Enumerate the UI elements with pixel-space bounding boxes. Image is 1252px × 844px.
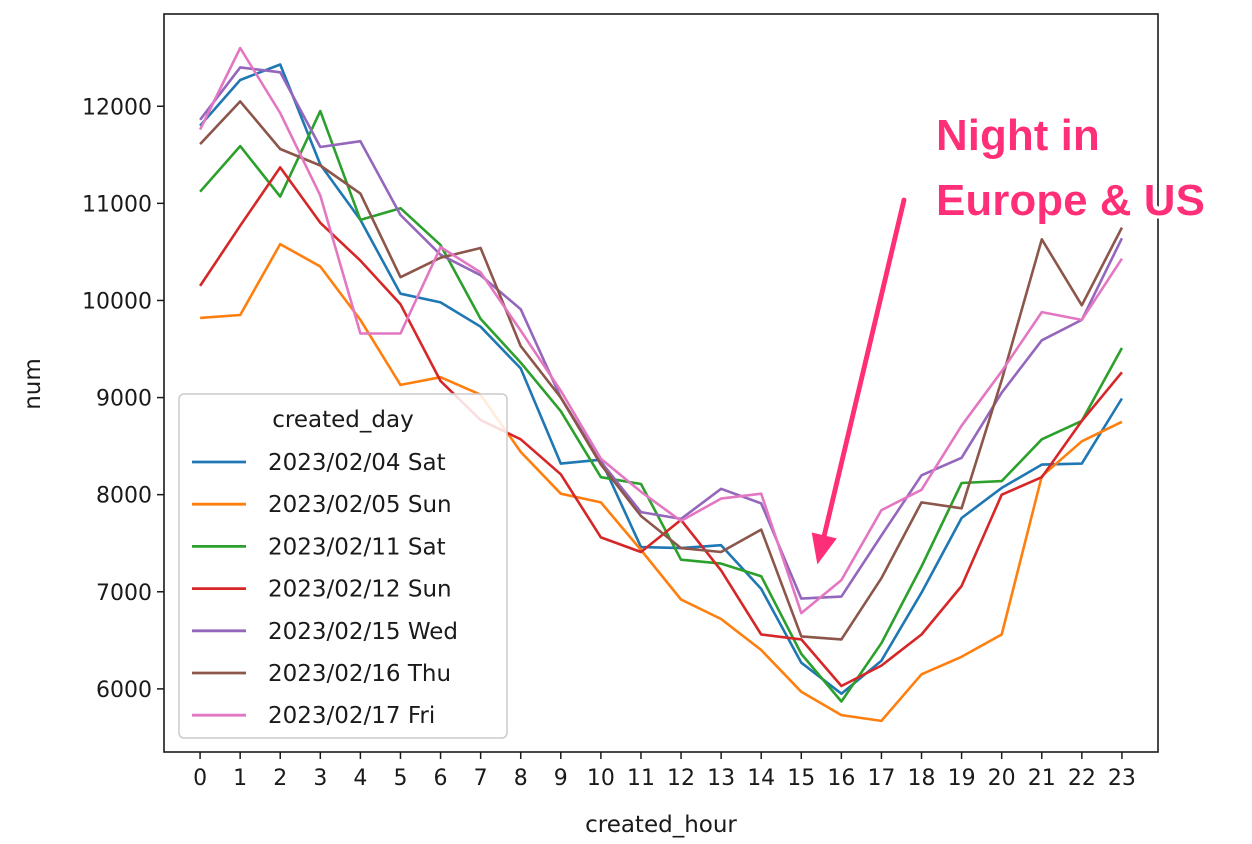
legend-entry-label: 2023/02/17 Fri (268, 703, 435, 729)
legend-entry-label: 2023/02/11 Sat (268, 534, 446, 560)
x-tick-label: 16 (827, 766, 855, 791)
annotation: Night in Europe & US (811, 111, 1205, 565)
legend-box (178, 393, 508, 739)
series-lines (198, 46, 1124, 723)
x-tick-label: 12 (667, 766, 695, 791)
annotation-arrow-head (811, 532, 837, 565)
series-line-5 (199, 100, 1124, 641)
x-tick-label: 2 (273, 766, 287, 791)
annotation-line-1: Night in (936, 111, 1100, 160)
x-tick-label: 4 (353, 766, 367, 791)
x-tick-label: 5 (393, 766, 407, 791)
y-tick-label: 8000 (96, 484, 152, 509)
legend-entry-label: 2023/02/12 Sun (268, 577, 452, 603)
y-tick-label: 10000 (82, 289, 152, 314)
legend-entry-label: 2023/02/16 Thu (268, 661, 451, 687)
x-tick-label: 21 (1028, 766, 1056, 791)
x-tick-label: 0 (193, 766, 207, 791)
x-tick-label: 8 (514, 766, 528, 791)
y-tick-label: 12000 (82, 95, 152, 120)
x-tick-label: 19 (948, 766, 976, 791)
x-tick-label: 15 (787, 766, 815, 791)
x-tick-label: 20 (988, 766, 1016, 791)
x-axis-label: created_hour (585, 812, 737, 838)
x-tick-label: 11 (627, 766, 655, 791)
y-axis-label: num (20, 358, 46, 410)
annotation-arrow-shaft (820, 197, 907, 542)
y-tick-label: 7000 (96, 581, 152, 606)
x-tick-label: 14 (747, 766, 775, 791)
x-axis: 0 1 2 3 4 5 6 7 8 9 10 11 12 13 14 15 16 17 18 19 20 21 22 23 (193, 752, 1136, 791)
legend-entry-label: 2023/02/15 Wed (268, 619, 458, 645)
x-tick-label: 7 (474, 766, 488, 791)
y-axis: 6000 7000 8000 9000 10000 11000 12000 (82, 95, 164, 703)
y-tick-label: 11000 (82, 192, 152, 217)
annotation-line-2: Europe & US (936, 176, 1205, 225)
legend: created_day 2023/02/04 Sat 2023/02/05 Sun… (178, 393, 508, 739)
x-tick-label: 10 (587, 766, 615, 791)
series-line-3 (199, 166, 1123, 688)
x-tick-label: 17 (867, 766, 895, 791)
legend-title: created_day (272, 407, 413, 433)
x-tick-label: 1 (233, 766, 247, 791)
x-tick-label: 22 (1068, 766, 1096, 791)
legend-entry-label: 2023/02/04 Sat (268, 450, 446, 476)
x-tick-label: 18 (908, 766, 936, 791)
x-tick-label: 13 (707, 766, 735, 791)
y-tick-label: 6000 (96, 678, 152, 703)
y-tick-label: 9000 (96, 387, 152, 412)
series-line-0 (199, 63, 1124, 696)
x-tick-label: 3 (313, 766, 327, 791)
legend-entries: 2023/02/04 Sat 2023/02/05 Sun 2023/02/11 S… (192, 450, 458, 729)
series-line-4 (199, 66, 1124, 600)
x-tick-label: 9 (554, 766, 568, 791)
legend-entry-label: 2023/02/05 Sun (268, 492, 452, 518)
x-tick-label: 6 (434, 766, 448, 791)
series-line-6 (198, 46, 1123, 615)
x-tick-label: 23 (1108, 766, 1136, 791)
